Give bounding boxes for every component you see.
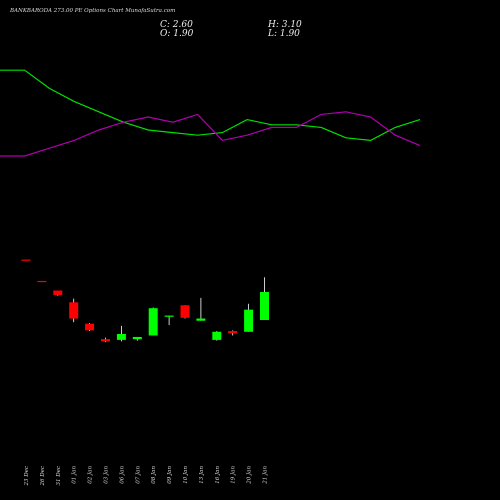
candle-body — [228, 331, 238, 334]
candle-body — [85, 323, 95, 331]
candle-body — [116, 334, 126, 340]
candle-body — [148, 308, 158, 336]
x-tick-label: 13 Jan — [199, 466, 205, 484]
x-tick-label: 23 Dec — [24, 466, 30, 487]
candle — [228, 330, 238, 336]
candle-body — [164, 315, 174, 317]
candle — [148, 307, 158, 336]
candle-body — [101, 339, 110, 342]
candle-body — [244, 309, 254, 332]
candle — [164, 315, 174, 326]
x-tick-label: 01 Jan — [72, 466, 78, 484]
close-value: C: 2.60 — [160, 20, 193, 30]
candle-body — [21, 259, 31, 261]
candle-body — [260, 292, 269, 320]
candle-body — [69, 302, 79, 319]
x-tick-label: 10 Jan — [183, 466, 189, 484]
candle — [116, 325, 126, 342]
candle — [85, 322, 95, 332]
candle-body — [37, 280, 47, 283]
chart-title: BANKBARODA 273.00 PE Options Chart Munaf… — [10, 8, 176, 14]
candle — [244, 303, 254, 332]
x-tick-label: 20 Jan — [247, 466, 253, 485]
candles — [21, 259, 269, 343]
x-tick-label: 08 Jan — [151, 466, 157, 484]
candle — [212, 331, 222, 341]
candle — [180, 305, 190, 319]
x-tick-label: 03 Jan — [104, 466, 110, 484]
candle — [69, 298, 79, 323]
candle — [21, 259, 31, 261]
candle — [101, 337, 110, 343]
candle-body — [212, 331, 222, 340]
x-tick-label: 19 Jan — [231, 466, 237, 484]
open-value: O: 1.90 — [160, 29, 194, 39]
x-tick-label: 07 Jan — [135, 466, 141, 484]
magenta-line — [0, 111, 421, 157]
x-tick-label: 06 Jan — [119, 466, 125, 484]
x-axis: 23 Dec 26 Dec 31 Dec 01 Jan 02 Jan 03 Jan 06 J… — [24, 466, 269, 487]
x-tick-label: 31 Dec — [56, 466, 62, 486]
x-tick-label: 09 Jan — [167, 466, 173, 484]
candle-body — [180, 305, 190, 318]
candle — [132, 336, 142, 341]
green-line — [0, 69, 421, 142]
candle-body — [53, 290, 63, 295]
high-value: H: 3.10 — [268, 20, 302, 30]
candle — [37, 280, 47, 283]
x-tick-label: 16 Jan — [215, 466, 221, 484]
candle-body — [132, 336, 142, 340]
x-tick-label: 21 Jan — [263, 466, 269, 485]
x-tick-label: 26 Dec — [40, 466, 46, 487]
candle — [260, 277, 269, 320]
candle — [53, 290, 63, 296]
candle — [196, 297, 206, 321]
x-tick-label: 02 Jan — [88, 466, 94, 484]
indicator-lines — [0, 69, 421, 157]
candle-body — [196, 318, 206, 321]
low-value: L: 1.90 — [268, 29, 300, 39]
